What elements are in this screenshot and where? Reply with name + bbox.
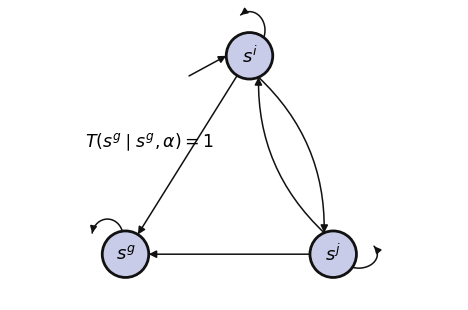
Circle shape	[226, 33, 273, 79]
Circle shape	[310, 231, 357, 277]
Text: $s^j$: $s^j$	[325, 244, 341, 265]
Text: $s^i$: $s^i$	[241, 45, 257, 66]
Circle shape	[102, 231, 149, 277]
Text: $T(s^g \mid s^g, \alpha) = 1$: $T(s^g \mid s^g, \alpha) = 1$	[85, 132, 214, 153]
Text: $s^g$: $s^g$	[116, 245, 135, 263]
